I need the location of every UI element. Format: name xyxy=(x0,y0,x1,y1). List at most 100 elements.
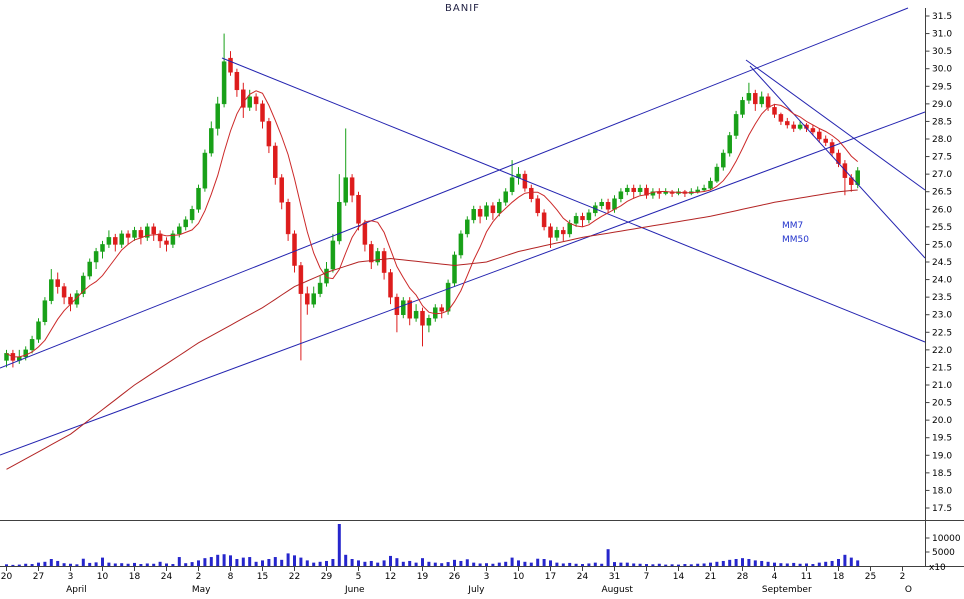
price-tick-label: 25.0 xyxy=(932,240,952,250)
candle xyxy=(253,93,259,111)
candle xyxy=(221,33,227,108)
date-tick-label: 4 xyxy=(772,572,778,582)
candle xyxy=(791,121,796,132)
volume-bar xyxy=(638,563,642,566)
volume-bar xyxy=(542,559,546,566)
volume-bar xyxy=(197,560,200,566)
volume-bar xyxy=(17,564,21,566)
price-tick-label: 22.5 xyxy=(932,328,952,338)
candle xyxy=(573,212,579,227)
candle xyxy=(375,247,380,266)
price-tick-label: 23.5 xyxy=(932,293,952,303)
moving-averages-layer xyxy=(6,90,859,470)
price-tick-label: 26.5 xyxy=(932,188,952,198)
date-tick-label: 18 xyxy=(129,572,141,582)
volume-bar xyxy=(440,563,444,566)
price-tick-label: 22.0 xyxy=(932,346,952,356)
volume-bar xyxy=(241,557,245,566)
price-tick-label: 25.5 xyxy=(932,223,952,233)
candle xyxy=(81,272,86,298)
candle xyxy=(746,82,752,104)
candle xyxy=(529,184,534,203)
candle xyxy=(541,209,547,231)
volume-bar xyxy=(651,564,655,566)
volume-bar xyxy=(817,562,821,566)
candle xyxy=(279,174,284,210)
volume-bar xyxy=(81,558,85,566)
price-tick-label: 28.5 xyxy=(932,117,952,127)
candle xyxy=(413,304,419,322)
volume-bar xyxy=(529,562,533,566)
volume-bar xyxy=(683,564,687,566)
candle xyxy=(637,184,643,196)
volume-bar xyxy=(305,560,309,566)
date-tick-label: 24 xyxy=(161,572,173,582)
candle xyxy=(618,188,624,203)
candle xyxy=(311,286,316,308)
axes-layer: 31.5 31.0 30.5 30.0 29.5 29.0 28.5 28.0 27.5 27.0… xyxy=(0,8,964,595)
candle xyxy=(183,216,188,231)
date-tick-label: 17 xyxy=(545,572,556,582)
volume-bar xyxy=(606,549,610,566)
volume-bar xyxy=(696,563,700,566)
volume-bar xyxy=(728,559,732,566)
volume-bar xyxy=(504,561,508,566)
candle xyxy=(356,191,361,231)
month-label: September xyxy=(762,585,812,595)
candle xyxy=(484,202,489,220)
volume-bar xyxy=(325,560,328,566)
volume-bar xyxy=(389,555,392,566)
volume-bar xyxy=(421,558,424,566)
volume-bar xyxy=(171,564,175,566)
volume-bar xyxy=(645,564,648,566)
month-label: April xyxy=(66,585,87,595)
candle xyxy=(503,188,508,206)
candle xyxy=(759,91,764,108)
candle xyxy=(477,205,483,224)
date-tick-label: 15 xyxy=(257,572,268,582)
date-tick-label: 29 xyxy=(321,572,333,582)
candle xyxy=(29,335,35,354)
candle xyxy=(516,167,521,185)
volume-bar xyxy=(395,558,399,566)
volume-bar xyxy=(312,562,316,566)
volume-bar xyxy=(75,564,79,566)
volume-bar xyxy=(254,561,258,566)
mm50-line xyxy=(6,189,858,470)
trendline xyxy=(0,111,926,456)
volume-bar xyxy=(561,563,565,566)
volume-tick-label: 10000 xyxy=(932,534,961,544)
candle xyxy=(202,149,208,192)
volume-bar xyxy=(401,561,405,566)
candle xyxy=(605,198,611,213)
date-tick-label: 7 xyxy=(644,572,650,582)
candle xyxy=(753,89,758,111)
volume-tick-label: 5000 xyxy=(932,548,955,558)
candle xyxy=(420,307,425,347)
volume-bar xyxy=(107,562,111,566)
candle xyxy=(324,262,329,287)
trendlines-layer xyxy=(0,7,926,456)
price-tick-label: 19.5 xyxy=(932,434,952,444)
candle xyxy=(349,174,355,203)
candle xyxy=(164,237,169,252)
volume-bar xyxy=(581,564,584,566)
price-tick-label: 20.5 xyxy=(932,399,952,409)
candle xyxy=(61,283,67,305)
candle xyxy=(362,219,368,252)
candle xyxy=(407,297,412,326)
candle xyxy=(330,233,336,273)
volume-bar xyxy=(350,559,354,566)
trendline xyxy=(749,65,926,259)
candle xyxy=(157,230,163,248)
volume-bar xyxy=(734,559,738,566)
volume-bar xyxy=(843,554,847,566)
candle xyxy=(497,198,502,217)
volume-bar xyxy=(837,559,840,566)
candle xyxy=(714,163,720,183)
volume-bar xyxy=(689,564,693,566)
volume-bar xyxy=(24,563,28,566)
price-tick-label: 31.5 xyxy=(932,12,952,22)
volume-bar xyxy=(158,561,162,566)
